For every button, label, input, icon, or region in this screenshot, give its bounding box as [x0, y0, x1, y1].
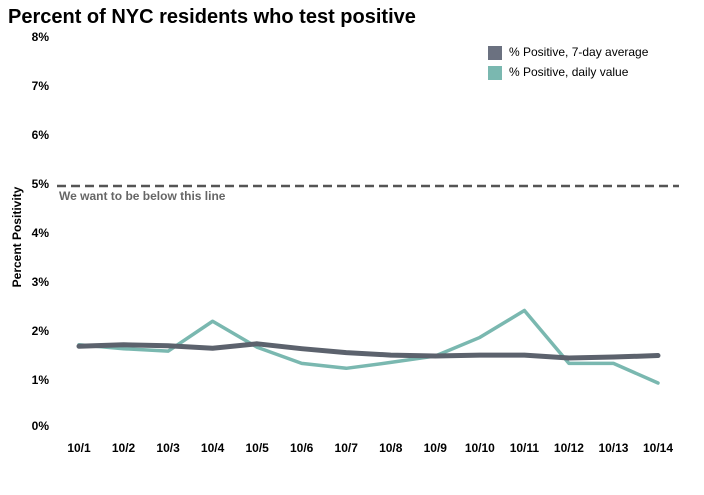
y-tick-label: 7% [32, 79, 50, 93]
y-tick-label: 8% [32, 30, 50, 44]
x-tick-label: 10/1 [67, 441, 91, 455]
chart-title: Percent of NYC residents who test positi… [8, 6, 416, 28]
reference-line-label: We want to be below this line [59, 189, 226, 203]
data-point-daily-value [479, 336, 481, 339]
x-tick-label: 10/4 [201, 441, 225, 455]
data-point-daily-value [657, 382, 659, 384]
data-point-daily-value [345, 367, 347, 369]
x-tick-label: 10/6 [290, 441, 314, 455]
data-point-seven-day-average [122, 344, 125, 346]
y-tick-label: 2% [32, 324, 50, 338]
data-point-seven-day-average [78, 345, 80, 347]
data-point-daily-value [301, 362, 303, 364]
data-point-daily-value [390, 361, 392, 364]
data-point-daily-value [568, 362, 570, 364]
x-tick-label: 10/3 [156, 441, 180, 455]
x-tick-label: 10/10 [465, 441, 495, 455]
y-tick-label: 4% [32, 226, 50, 240]
data-point-seven-day-average [345, 352, 347, 354]
legend-label: % Positive, 7-day average [509, 45, 649, 59]
x-tick-label: 10/12 [554, 441, 584, 455]
y-tick-label: 1% [32, 373, 50, 387]
data-point-daily-value [256, 346, 258, 348]
data-point-daily-value [523, 309, 525, 312]
y-axis-ticks: 0% 1% 2% 3% 4% 5% 6% 7% 8% [32, 30, 50, 433]
x-tick-label: 10/14 [643, 441, 673, 455]
data-point-seven-day-average [612, 356, 615, 358]
legend: % Positive, 7-day average % Positive, dai… [488, 45, 649, 80]
y-tick-label: 5% [32, 177, 50, 191]
legend-swatch [488, 46, 502, 60]
data-point-seven-day-average [523, 354, 525, 356]
x-tick-label: 10/7 [335, 441, 359, 455]
data-point-seven-day-average [479, 354, 481, 356]
data-point-daily-value [212, 320, 214, 322]
data-point-seven-day-average [167, 345, 169, 347]
data-point-daily-value [122, 348, 125, 350]
data-point-seven-day-average [256, 343, 258, 345]
series-line-seven-day-average [76, 341, 661, 361]
y-axis-label: Percent Positivity [10, 186, 24, 287]
data-point-seven-day-average [434, 355, 436, 357]
y-tick-label: 3% [32, 275, 50, 289]
x-tick-label: 10/2 [112, 441, 136, 455]
x-tick-label: 10/9 [424, 441, 448, 455]
y-tick-label: 0% [32, 419, 50, 433]
reference-group: We want to be below this line [57, 184, 679, 203]
data-point-daily-value [167, 350, 169, 352]
x-tick-label: 10/5 [245, 441, 269, 455]
data-point-seven-day-average [390, 354, 392, 356]
data-point-seven-day-average [301, 348, 303, 350]
series-group [76, 308, 661, 385]
x-axis-ticks: 10/1 10/2 10/3 10/4 10/5 10/6 10/7 10/8 10/9 10/1… [67, 441, 673, 455]
x-tick-label: 10/13 [598, 441, 628, 455]
data-point-seven-day-average [212, 347, 214, 349]
y-tick-label: 6% [32, 128, 50, 142]
x-tick-label: 10/11 [510, 441, 540, 455]
x-tick-label: 10/8 [379, 441, 403, 455]
data-point-daily-value [612, 362, 615, 364]
data-point-seven-day-average [568, 357, 570, 359]
legend-label: % Positive, daily value [509, 65, 629, 79]
data-point-seven-day-average [657, 354, 659, 357]
legend-swatch [488, 66, 502, 80]
